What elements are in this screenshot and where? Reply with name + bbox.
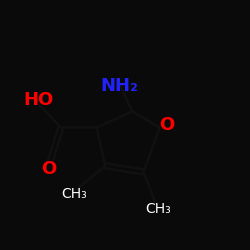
Text: CH₃: CH₃ xyxy=(146,202,171,216)
Text: O: O xyxy=(41,160,56,178)
Text: NH₂: NH₂ xyxy=(100,77,138,95)
Text: O: O xyxy=(160,116,175,134)
Text: CH₃: CH₃ xyxy=(62,187,87,201)
Text: HO: HO xyxy=(23,91,54,109)
